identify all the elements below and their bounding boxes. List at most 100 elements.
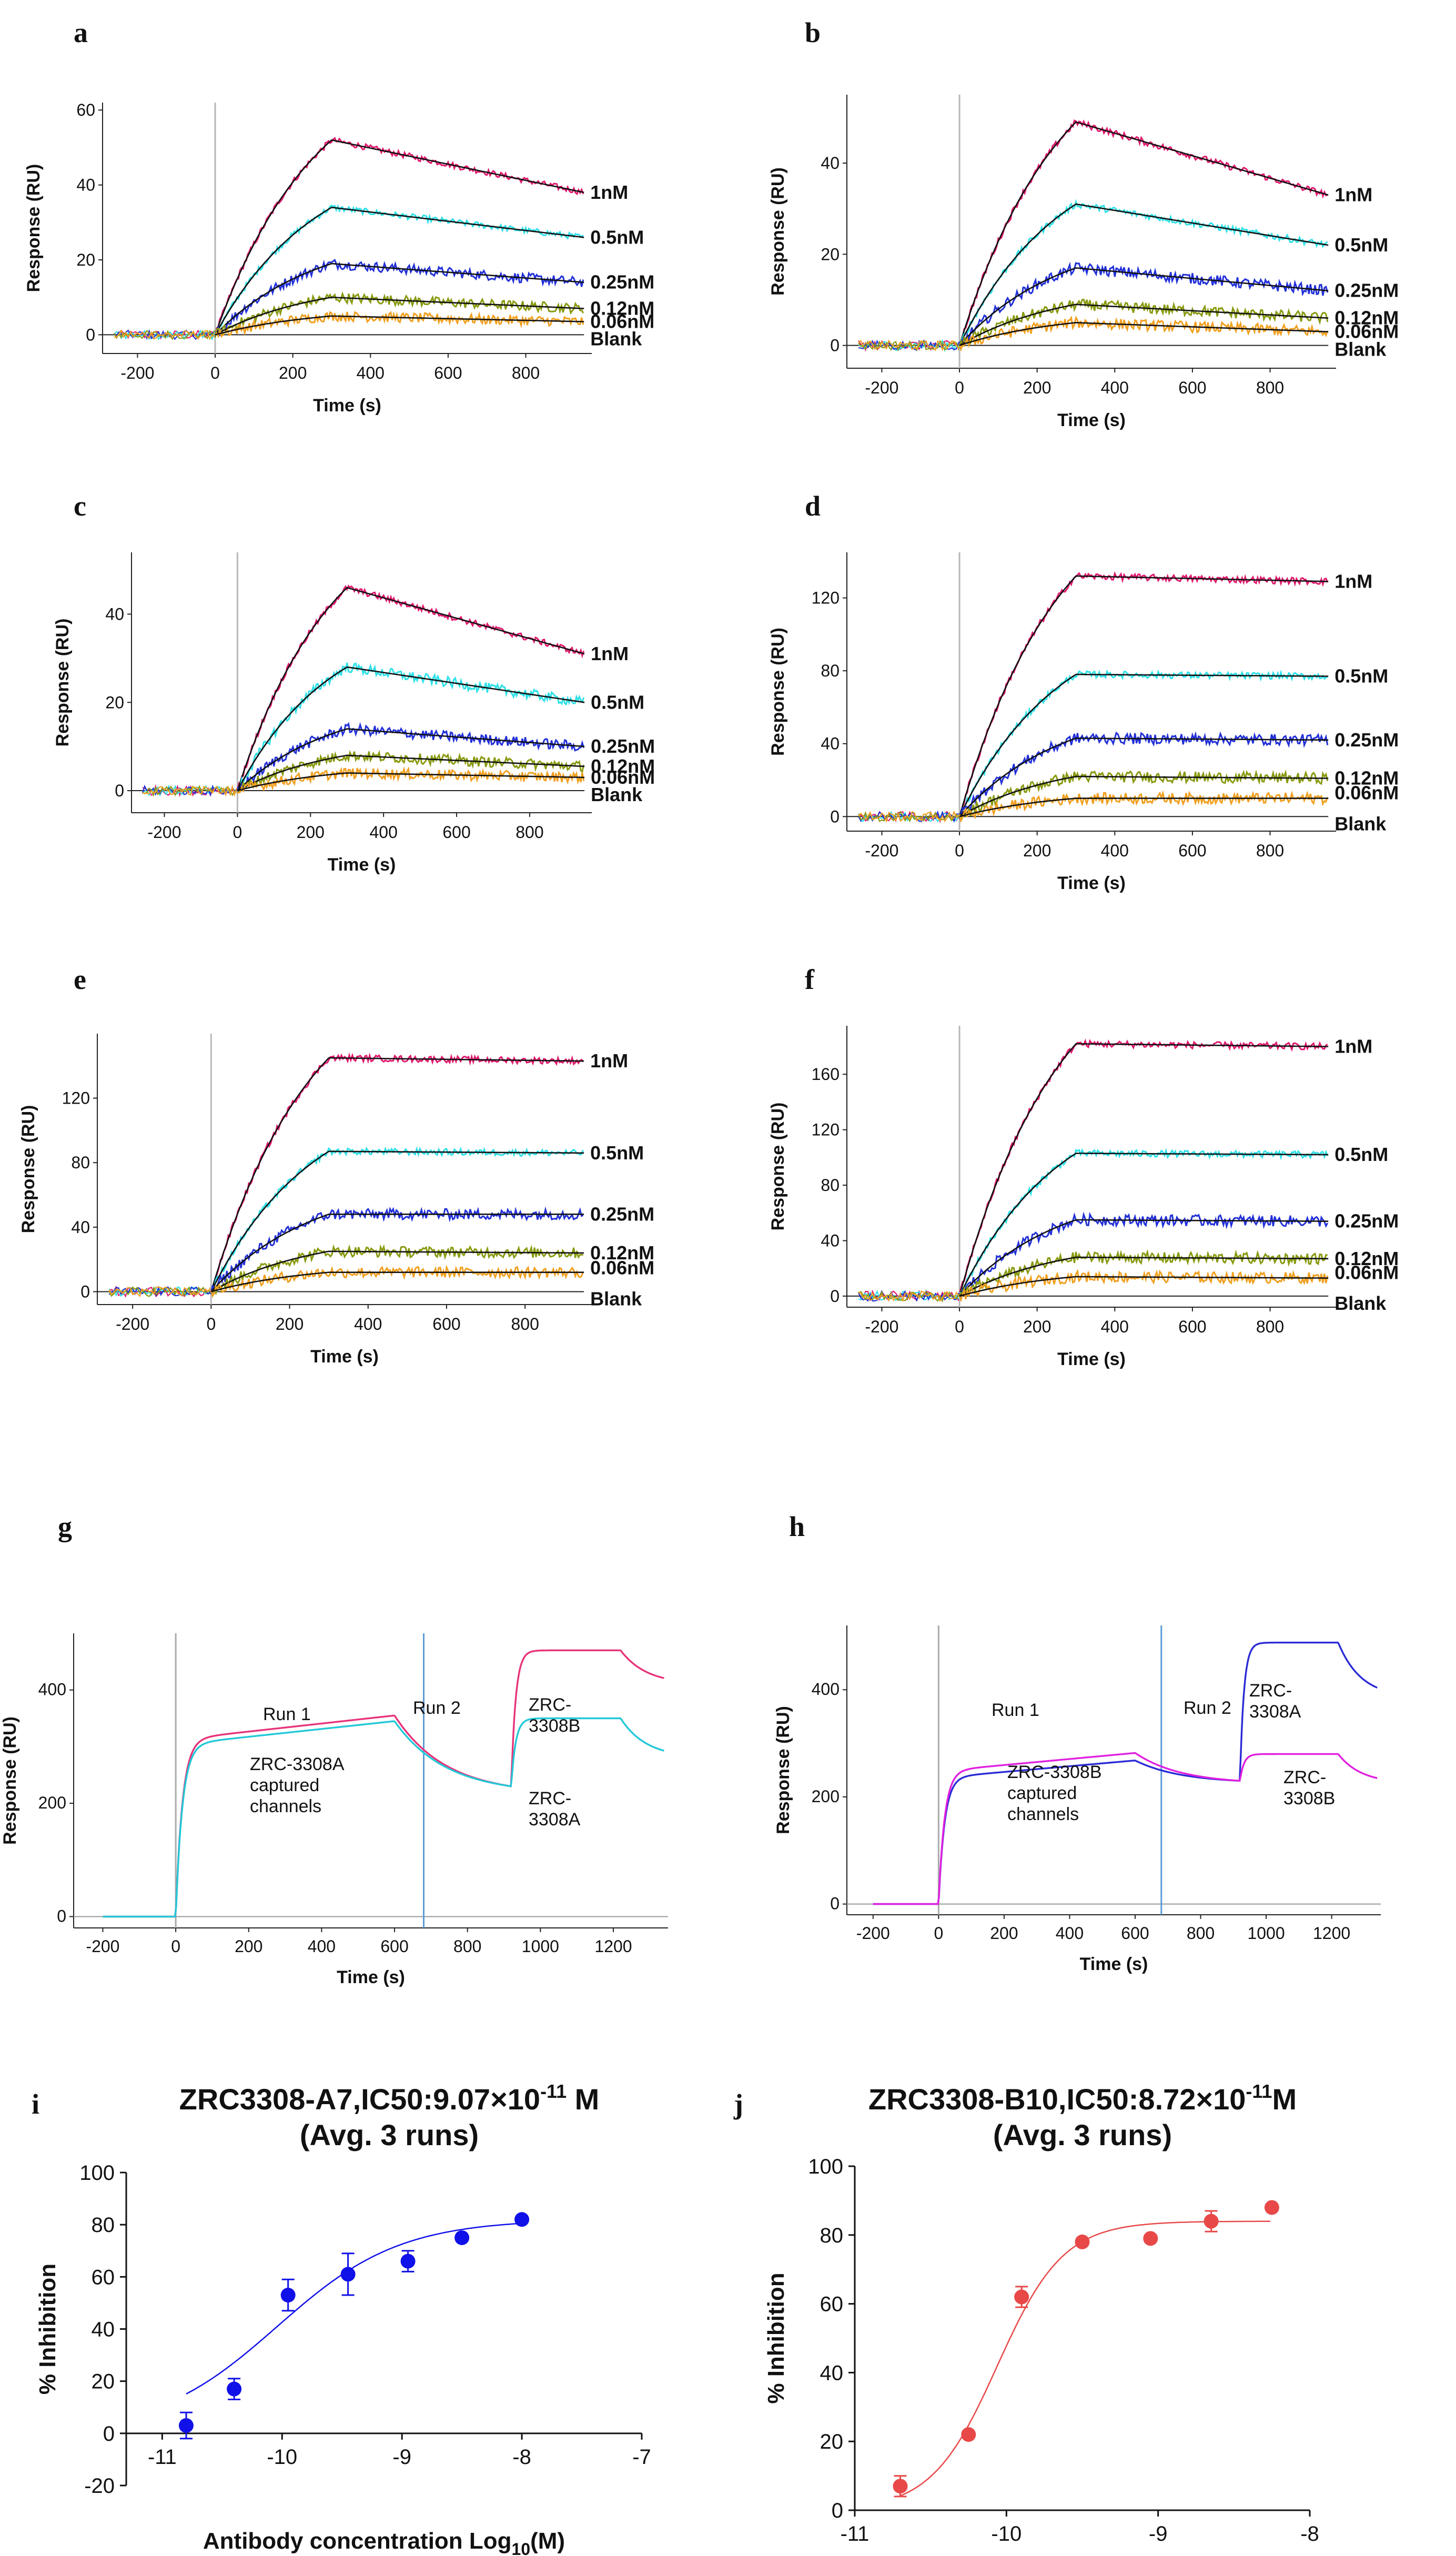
fit-curve-05nM	[958, 1153, 1329, 1297]
fit-curve-006nM	[959, 321, 1329, 346]
data-trace-1nM	[214, 137, 584, 337]
fit-curve-1nM	[958, 121, 1329, 346]
x-tick-label: 600	[380, 1937, 408, 1956]
panel-label: a	[74, 17, 88, 48]
x-tick-label: -200	[147, 823, 181, 842]
chart-panel-i: i ZRC3308-A7,IC50:9.07×10-11 M(Avg. 3 run…	[32, 2080, 651, 2556]
y-tick-label: 40	[821, 154, 840, 173]
panel-label: f	[805, 964, 815, 995]
x-tick-label: 800	[1256, 841, 1284, 860]
annotation-line: ZRC-	[1283, 1767, 1326, 1787]
y-tick-label: 80	[821, 1176, 840, 1195]
annotation-label: Run 2	[413, 1698, 461, 1718]
sensorgram-trace	[873, 1641, 1378, 1905]
y-tick-label: 80	[820, 2224, 844, 2247]
fit-curve-025nM	[959, 737, 1329, 817]
x-axis-label: Time (s)	[1057, 873, 1126, 893]
concentration-label: 0.5nM	[590, 1142, 644, 1164]
y-axis-label: % Inhibition	[35, 2264, 60, 2395]
y-tick-label: 80	[821, 661, 840, 680]
data-point	[400, 2254, 416, 2269]
x-axis-label-end: (M)	[1229, 2553, 1263, 2556]
x-tick-label: 600	[1178, 841, 1206, 860]
data-trace-1nM	[958, 1038, 1328, 1294]
y-tick-label: 0	[57, 1906, 66, 1925]
y-axis-label: Response (RU)	[24, 164, 44, 292]
y-tick-label: 20	[92, 2370, 115, 2393]
data-trace-1nM	[958, 571, 1329, 819]
chart-panel-b: b 0 20 40 -200 0 200 400 600 800 Time (s) Response …	[768, 17, 1399, 430]
x-tick-label: 800	[453, 1937, 481, 1956]
fit-curve-006nM	[237, 772, 585, 792]
annotation-label: ZRC-3308B	[529, 1695, 580, 1736]
x-tick-label: 600	[1178, 378, 1206, 397]
title-main: ZRC3308-A7,IC50:9.07×10	[179, 2083, 540, 2116]
y-tick-label: 0	[103, 2422, 115, 2446]
annotation-line: 3308B	[1283, 1789, 1335, 1809]
y-axis-label: % Inhibition	[763, 2272, 789, 2403]
concentration-label: 0.5nM	[1334, 665, 1388, 687]
data-point	[1264, 2200, 1279, 2215]
baseline-trace	[858, 339, 959, 351]
chart-panel-f: f 0 40 80 120 160 -200 0 200 400 600 800 Time (s) Res…	[768, 964, 1399, 1369]
x-tick-label: 800	[1256, 1317, 1284, 1336]
annotation-label: Run 1	[263, 1704, 311, 1724]
baseline-trace	[142, 784, 238, 797]
y-tick-label: 40	[820, 2361, 844, 2385]
x-tick-label: 400	[1101, 1317, 1129, 1336]
x-axis-label: Time (s)	[1080, 1954, 1148, 1974]
y-tick-label: 160	[812, 1065, 840, 1084]
data-trace-012nM	[958, 769, 1329, 822]
data-trace-006nM	[958, 1269, 1329, 1302]
data-point	[893, 2479, 908, 2494]
title-unit: M	[1272, 2083, 1297, 2116]
x-tick-label: 0	[955, 841, 964, 860]
panel-label: g	[58, 1511, 72, 1542]
fit-curve-012nM	[237, 754, 585, 792]
x-tick-label: 0	[210, 363, 220, 382]
data-point	[961, 2427, 976, 2442]
x-tick-label: -11	[148, 2446, 177, 2469]
y-tick-label: 40	[76, 176, 95, 195]
x-tick-label: 0	[206, 1315, 216, 1333]
y-tick-label: -20	[84, 2474, 115, 2498]
fit-curve-025nM	[237, 728, 585, 792]
x-axis-label-subscript: 10	[512, 2540, 531, 2556]
title-exponent: -11	[540, 2080, 567, 2102]
concentration-label: 0.5nM	[591, 691, 644, 713]
annotation-line: ZRC-3308B	[1007, 1762, 1102, 1782]
concentration-label: Blank	[590, 328, 642, 349]
annotation-line: ZRC-	[529, 1789, 571, 1809]
data-point	[514, 2212, 530, 2227]
x-tick-label: 600	[432, 1315, 460, 1333]
annotation-line: 3308A	[529, 1810, 581, 1830]
concentration-label: 0.25nM	[590, 1203, 654, 1225]
y-tick-label: 40	[92, 2318, 115, 2341]
chart-panel-a: a 0 20 40 60 -200 0 200 400 600 800 Time (s) Respons…	[24, 17, 654, 416]
data-point	[1075, 2234, 1090, 2249]
concentration-label: 0.5nM	[1334, 1144, 1388, 1165]
baseline-trace	[142, 784, 237, 797]
y-axis-label: Response (RU)	[0, 1716, 20, 1845]
x-tick-label: 600	[434, 363, 462, 382]
y-tick-label: 400	[38, 1680, 66, 1699]
annotation-line: captured	[1007, 1783, 1077, 1803]
concentration-label: 1nM	[591, 643, 629, 664]
x-tick-label: -200	[865, 1317, 898, 1336]
chart-panel-h: h 0 200 400 -200 0 200 400 600 800 1000 1200 Time (s…	[773, 1511, 1381, 1974]
chart-subtitle: (Avg. 3 runs)	[993, 2118, 1172, 2151]
concentration-label: 0.06nM	[590, 310, 654, 332]
y-tick-label: 40	[105, 604, 124, 623]
chart-title: ZRC3308-A7,IC50:9.07×10-11 M	[179, 2080, 600, 2116]
baseline-trace	[108, 1286, 211, 1298]
data-trace-1nM	[958, 119, 1328, 346]
x-tick-label: 0	[934, 1924, 943, 1943]
data-trace-1nM	[210, 1052, 584, 1291]
concentration-label: 0.06nM	[591, 766, 655, 788]
concentration-label: 0.12nM	[591, 755, 655, 777]
y-tick-label: 120	[812, 1120, 840, 1139]
x-axis-label: Antibody concentration Log10(M)	[901, 2553, 1263, 2556]
x-tick-label: 1200	[1313, 1924, 1350, 1943]
data-trace-05nM	[237, 662, 585, 792]
data-trace-012nM	[958, 1249, 1328, 1297]
